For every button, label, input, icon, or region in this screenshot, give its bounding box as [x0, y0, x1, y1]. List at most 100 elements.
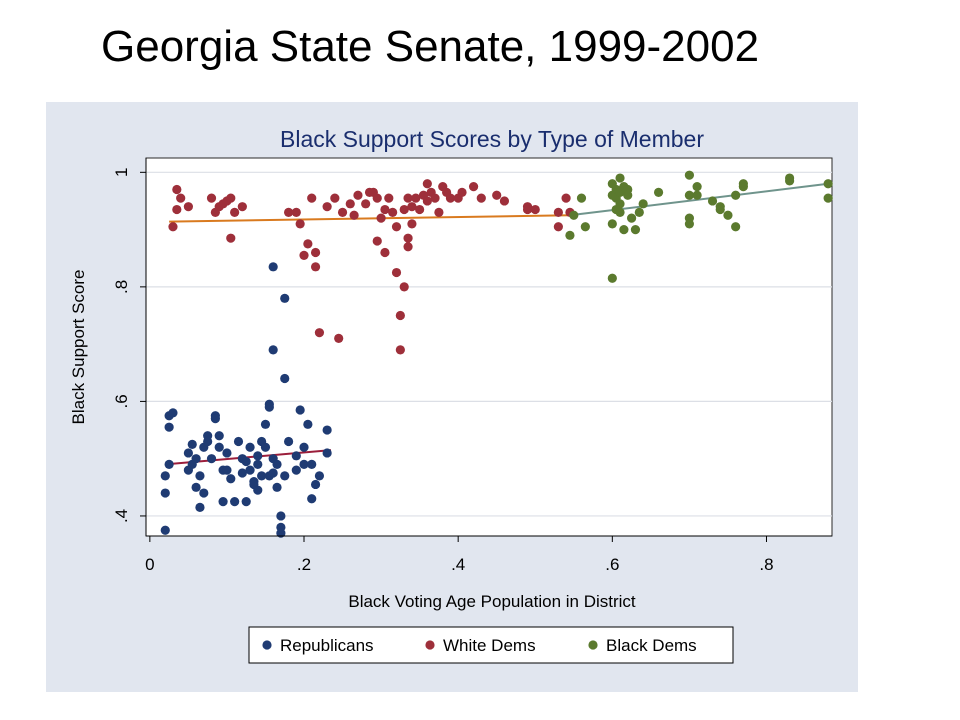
data-point	[237, 202, 247, 212]
data-point	[230, 207, 240, 218]
data-point	[565, 230, 575, 240]
data-point	[684, 170, 695, 180]
data-point	[407, 202, 417, 212]
chart-title: Black Support Scores by Type of Member	[280, 126, 704, 152]
data-point	[388, 207, 398, 218]
data-point	[499, 196, 510, 206]
data-point	[283, 436, 294, 447]
y-tick-label: 1	[112, 168, 131, 177]
data-point	[415, 204, 425, 215]
data-point	[172, 204, 182, 215]
data-point	[310, 479, 321, 490]
data-point	[576, 193, 587, 203]
data-point	[307, 494, 317, 504]
data-point	[630, 224, 641, 235]
data-point	[299, 442, 309, 452]
data-point	[214, 431, 224, 441]
data-point	[222, 448, 232, 458]
data-point	[345, 199, 355, 209]
data-point	[253, 451, 263, 461]
data-point	[334, 333, 344, 344]
data-point	[257, 471, 267, 481]
data-point	[283, 207, 294, 218]
data-point	[226, 193, 236, 203]
legend-box	[248, 626, 734, 664]
data-point	[280, 373, 290, 384]
data-point	[395, 345, 405, 355]
data-point	[272, 459, 282, 470]
data-point	[349, 210, 359, 220]
data-point	[731, 190, 741, 200]
data-point	[272, 482, 282, 492]
legend-marker	[588, 640, 598, 650]
data-point	[353, 190, 363, 200]
legend-label: Republicans	[280, 636, 374, 655]
fit-line	[169, 214, 570, 223]
data-point	[723, 210, 733, 220]
data-point	[322, 425, 332, 435]
data-point	[823, 193, 833, 203]
y-axis-ticks: .4 .6 .8 1	[112, 168, 146, 523]
data-point	[295, 405, 305, 415]
data-point	[218, 497, 228, 507]
data-point	[253, 485, 263, 495]
data-point	[399, 282, 409, 292]
data-point	[715, 204, 725, 215]
x-tick-label: .6	[605, 555, 619, 574]
data-point	[692, 190, 702, 200]
data-point	[372, 193, 382, 203]
data-point	[561, 193, 571, 203]
data-point	[176, 193, 186, 203]
data-point	[607, 219, 617, 229]
data-point	[230, 497, 240, 507]
data-point	[191, 482, 201, 492]
data-point	[172, 184, 182, 195]
y-axis-label: Black Support Score	[69, 270, 88, 425]
data-point	[619, 224, 629, 235]
legend-marker	[262, 640, 272, 650]
slide-title: Georgia State Senate, 1999-2002	[101, 22, 760, 71]
data-point	[553, 222, 563, 232]
data-point	[303, 239, 313, 249]
data-point	[615, 207, 625, 218]
data-point	[422, 179, 432, 189]
data-points	[160, 170, 833, 538]
data-point	[380, 247, 390, 258]
data-point	[187, 439, 197, 449]
data-point	[291, 451, 301, 461]
data-point	[253, 459, 263, 470]
y-tick-label: .6	[112, 394, 131, 408]
data-point	[403, 233, 413, 243]
x-tick-label: .4	[451, 555, 465, 574]
data-point	[337, 207, 348, 218]
data-point	[203, 431, 213, 441]
data-point	[195, 471, 205, 481]
data-point	[164, 459, 174, 470]
legend-label: Black Dems	[606, 636, 697, 655]
data-point	[638, 199, 648, 209]
data-point	[307, 459, 317, 470]
legend-marker	[425, 640, 435, 650]
data-point	[626, 213, 637, 223]
data-point	[422, 196, 432, 206]
data-point	[268, 468, 278, 478]
data-point	[738, 179, 748, 189]
data-point	[707, 196, 718, 206]
data-point	[372, 236, 382, 246]
data-point	[199, 488, 209, 498]
grid	[146, 171, 832, 517]
data-point	[276, 511, 286, 521]
data-point	[260, 442, 271, 452]
x-axis-ticks: 0 .2 .4 .6 .8	[145, 536, 774, 574]
data-point	[241, 456, 251, 467]
data-point	[399, 204, 409, 215]
data-point	[276, 528, 286, 538]
data-point	[291, 207, 301, 218]
data-point	[245, 465, 255, 475]
legend-label: White Dems	[443, 636, 536, 655]
data-point	[785, 176, 795, 186]
data-point	[692, 182, 702, 192]
data-point	[168, 222, 178, 232]
data-point	[607, 273, 617, 283]
data-point	[411, 193, 421, 203]
